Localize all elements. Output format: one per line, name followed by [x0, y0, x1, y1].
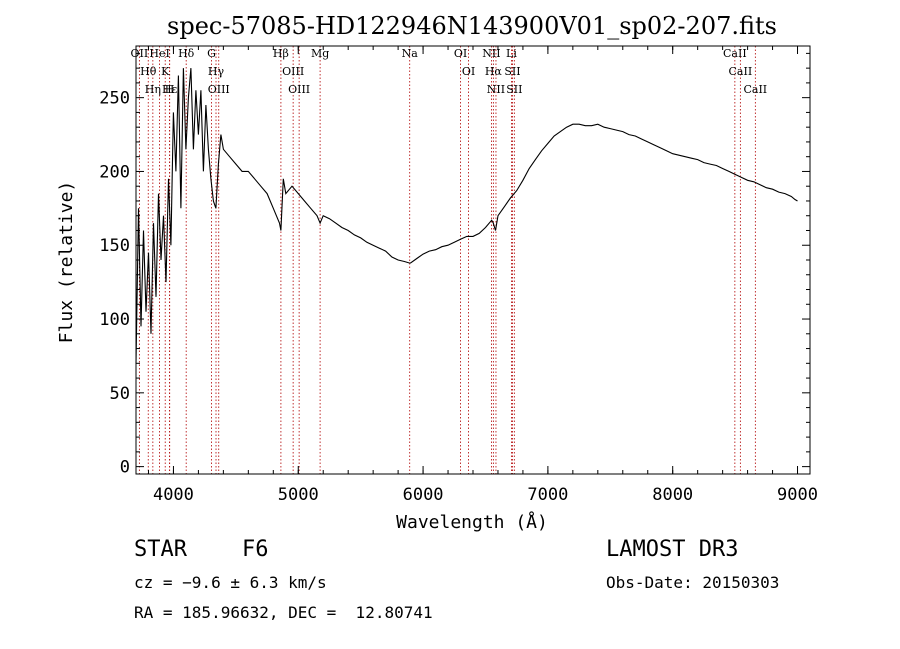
line-label-25: CaII: [729, 65, 753, 78]
line-label-18: NII: [482, 47, 500, 60]
line-label-5: H: [165, 83, 175, 96]
line-label-24: CaII: [723, 47, 747, 60]
x-tick-label-0: 4000: [153, 485, 194, 505]
y-tick-label-0: 0: [120, 458, 130, 478]
y-tick-label-5: 250: [99, 89, 130, 109]
plot-frame: [135, 45, 811, 475]
line-label-10: OIII: [208, 83, 230, 96]
x-axis-label: Wavelength (Å): [396, 511, 548, 533]
x-tick-label-5: 9000: [777, 485, 818, 505]
y-tick-label-4: 200: [99, 162, 130, 182]
x-tick-label-4: 8000: [652, 485, 693, 505]
obs-date: Obs-Date: 20150303: [606, 573, 780, 592]
y-axis-ticks: 0 50 100 150 200 250: [99, 52, 810, 478]
line-label-4: K: [161, 65, 170, 78]
line-label-17: OI: [462, 65, 475, 78]
y-tick-label-2: 100: [99, 310, 130, 330]
x-tick-label-1: 5000: [278, 485, 319, 505]
coordinates: RA = 185.96632, DEC = 12.80741: [134, 603, 433, 622]
line-label-9: Hγ: [208, 65, 225, 78]
line-label-12: OIII: [282, 65, 304, 78]
line-label-13: OIII: [288, 83, 310, 96]
line-label-8: G: [207, 47, 216, 60]
spectrum-line: [135, 68, 798, 364]
x-tick-label-2: 6000: [403, 485, 444, 505]
object-class: STAR: [134, 537, 187, 562]
line-label-0: Hθ: [140, 65, 157, 78]
line-label-11: Hβ: [273, 47, 289, 60]
object-subclass: F6: [242, 537, 269, 562]
line-label-26: CaII: [743, 83, 767, 96]
line-label-16: OI: [454, 47, 467, 60]
line-label-21: Li: [506, 47, 517, 60]
line-label-3: HeI: [149, 47, 169, 60]
y-axis-label: Flux (relative): [56, 181, 77, 344]
x-tick-label-3: 7000: [527, 485, 568, 505]
line-label-20: NII: [487, 83, 505, 96]
line-label-6: Hε: [162, 83, 178, 96]
line-label-23: SII: [506, 83, 522, 96]
spectral-line-markers: [138, 46, 756, 474]
line-label-2: Hη: [145, 83, 161, 96]
line-label-15: Na: [402, 47, 419, 60]
chart-title: spec-57085-HD122946N143900V01_sp02-207.f…: [167, 12, 777, 40]
y-tick-label-1: 50: [110, 384, 130, 404]
survey-name: LAMOST DR3: [606, 537, 739, 562]
line-label-7: Hδ: [178, 47, 195, 60]
velocity-readout: cz = −9.6 ± 6.3 km/s: [134, 573, 327, 592]
line-label-19: Hα: [485, 65, 503, 78]
line-label-14: Mg: [311, 47, 329, 60]
line-label-22: SII: [504, 65, 520, 78]
y-tick-label-3: 150: [99, 236, 130, 256]
x-axis-ticks: 4000 5000 6000 7000 8000 9000: [147, 46, 818, 505]
